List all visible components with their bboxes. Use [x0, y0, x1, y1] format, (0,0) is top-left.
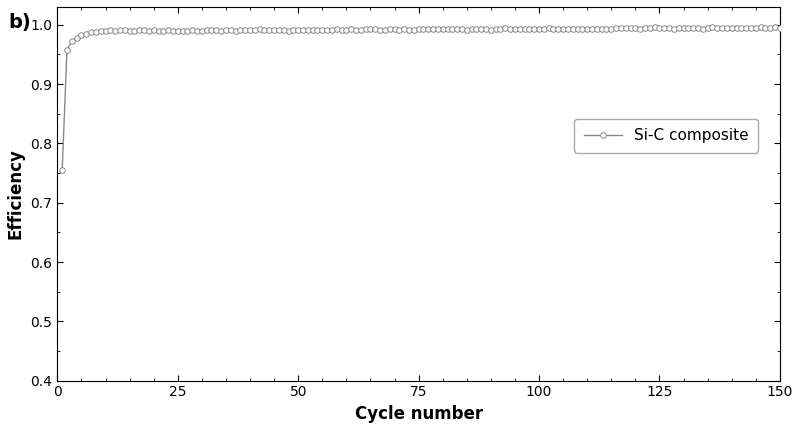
Si-C composite: [342, 28, 351, 33]
Si-C composite: [433, 27, 442, 32]
Legend: Si-C composite: Si-C composite: [574, 119, 758, 153]
Text: b): b): [8, 13, 30, 32]
Si-C composite: [58, 168, 67, 173]
X-axis label: Cycle number: Cycle number: [354, 405, 482, 423]
Si-C composite: [650, 25, 659, 30]
Si-C composite: [554, 26, 563, 31]
Si-C composite: [462, 28, 471, 33]
Y-axis label: Efficiency: Efficiency: [7, 148, 25, 239]
Si-C composite: [708, 25, 718, 30]
Line: Si-C composite: Si-C composite: [59, 25, 782, 173]
Si-C composite: [294, 27, 303, 32]
Si-C composite: [775, 25, 785, 31]
